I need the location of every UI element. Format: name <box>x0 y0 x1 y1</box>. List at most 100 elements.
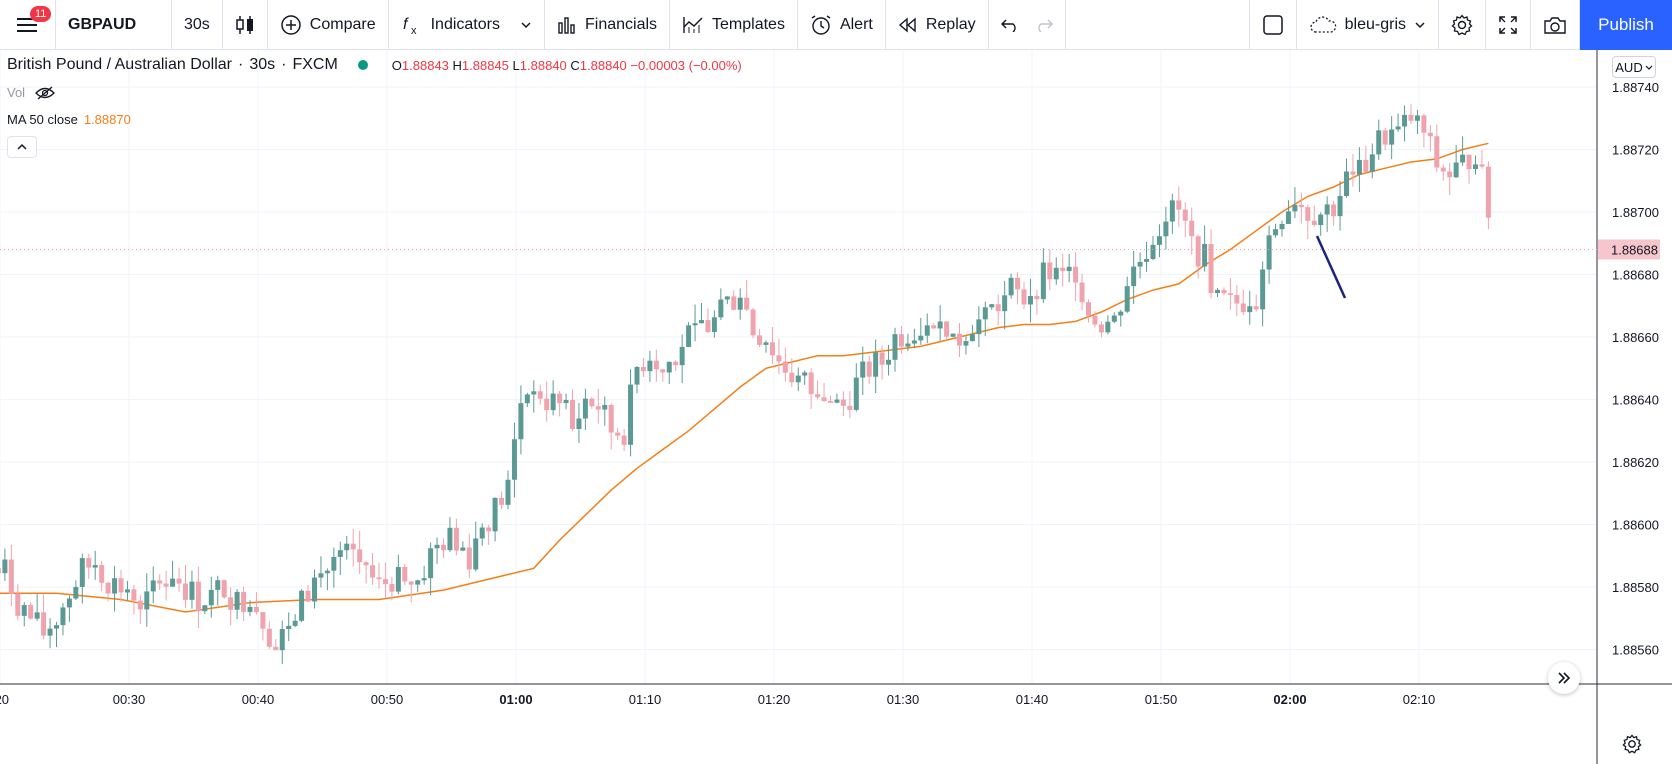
eye-hidden-icon[interactable] <box>35 86 55 100</box>
candle-body <box>273 646 279 651</box>
candle-body <box>1002 295 1008 312</box>
candle-body <box>1189 220 1195 237</box>
candle-body <box>679 346 685 366</box>
candle-body <box>1169 200 1175 222</box>
currency-selector[interactable]: AUD <box>1612 56 1656 78</box>
publish-button[interactable]: Publish <box>1580 0 1672 50</box>
compare-button[interactable]: Compare <box>268 0 389 50</box>
ma-polyline <box>0 142 1489 613</box>
trend-line-drawing[interactable] <box>1315 235 1347 299</box>
main-menu-button[interactable]: 11 <box>0 0 56 50</box>
trend-line <box>1315 235 1347 299</box>
gear-icon <box>1622 734 1642 754</box>
settings-button[interactable] <box>1439 0 1486 50</box>
candle-body <box>937 321 943 329</box>
candle-body <box>963 341 969 346</box>
candle-body <box>389 584 395 592</box>
candle-body <box>795 375 801 383</box>
candle-body <box>905 343 911 347</box>
candle-body <box>150 580 156 592</box>
candle-body <box>950 333 956 337</box>
snapshot-button[interactable] <box>1531 0 1580 50</box>
candle-body <box>441 544 446 551</box>
candle-body <box>54 625 59 629</box>
ma-label: MA 50 close <box>7 112 78 127</box>
candle-body <box>176 578 182 584</box>
scale-settings-button[interactable] <box>1622 734 1642 759</box>
candle-body <box>221 580 227 598</box>
candle-body <box>415 580 421 585</box>
candle-body <box>757 335 763 345</box>
candle-body <box>28 605 34 619</box>
candle-body <box>92 565 98 568</box>
symbol-title[interactable]: British Pound / Australian Dollar <box>7 56 232 73</box>
alarm-clock-icon <box>811 14 831 35</box>
candle-body <box>195 581 201 612</box>
candle-body <box>1311 220 1317 226</box>
candle-body <box>1337 195 1343 217</box>
candle-body <box>47 628 53 636</box>
candle-body <box>686 325 692 347</box>
candle-body <box>711 317 717 333</box>
price-chart[interactable]: 1.88740 1.88720 1.88700 1.88680 1.88660 1.886… <box>0 50 1672 764</box>
redo-icon[interactable] <box>1035 18 1053 32</box>
candle-body <box>995 304 1001 312</box>
candle-body <box>363 562 369 566</box>
candle-body <box>1182 209 1188 221</box>
candle-body <box>808 372 814 395</box>
candle-body <box>453 527 459 551</box>
collapse-legend-button[interactable] <box>7 136 37 158</box>
candle-body <box>931 325 937 329</box>
candle-body <box>1015 277 1021 290</box>
price-tick-label: 1.88620 <box>1612 455 1659 470</box>
candle-body <box>1395 126 1401 130</box>
financials-button[interactable]: Financials <box>545 0 671 50</box>
interval-button[interactable]: 30s <box>172 0 223 50</box>
candle-body <box>1479 164 1485 167</box>
market-status-dot[interactable] <box>357 60 368 70</box>
chart-area[interactable]: 1.88740 1.88720 1.88700 1.88680 1.88660 1.886… <box>0 50 1672 764</box>
candle-body <box>531 391 537 395</box>
alert-button[interactable]: Alert <box>798 0 886 50</box>
plus-circle-icon <box>281 14 301 35</box>
symbol-search-button[interactable]: GBPAUD <box>56 0 172 50</box>
candle-body <box>1356 159 1362 175</box>
layout-menu-button[interactable]: bleu-gris <box>1297 0 1439 50</box>
candle-body <box>1034 296 1040 300</box>
scroll-to-realtime-button[interactable] <box>1548 662 1580 694</box>
unnamed-layout-button[interactable] <box>1250 0 1297 50</box>
undo-icon[interactable] <box>1000 18 1019 32</box>
candle-body <box>879 352 885 365</box>
candle-body <box>86 558 92 568</box>
candle-body <box>582 398 588 419</box>
time-tick-label: 02:00 <box>1273 692 1306 707</box>
candle-body <box>557 393 563 404</box>
chart-type-button[interactable] <box>223 0 268 50</box>
candle-body <box>550 393 556 411</box>
price-scale[interactable]: 1.88740 1.88720 1.88700 1.88680 1.88660 1.886… <box>1612 80 1659 658</box>
ma-legend[interactable]: MA 50 close 1.88870 <box>7 112 131 127</box>
candle-body <box>828 400 833 403</box>
candle-body <box>1350 171 1356 175</box>
candle-body <box>1195 236 1201 267</box>
fullscreen-button[interactable] <box>1486 0 1531 50</box>
time-scale[interactable]: :20 00:30 00:40 00:50 01:00 01:10 01:20 01:30 01… <box>0 692 1435 707</box>
volume-legend: Vol <box>7 85 55 100</box>
candle-body <box>324 570 330 574</box>
time-tick-label: 00:30 <box>113 692 146 707</box>
candle-body <box>511 439 517 480</box>
candle-body <box>1060 267 1066 272</box>
replay-button[interactable]: Replay <box>886 0 989 50</box>
rewind-icon <box>898 16 916 33</box>
candle-body <box>215 580 221 590</box>
candle-body <box>318 573 324 578</box>
candle-body <box>1260 269 1266 310</box>
candle-body <box>769 342 775 356</box>
alert-label: Alert <box>839 15 873 33</box>
templates-button[interactable]: Templates <box>670 0 798 50</box>
candle-body <box>79 558 85 587</box>
candle-body <box>918 335 924 341</box>
candle-body <box>183 583 188 600</box>
candle-body <box>969 334 975 342</box>
